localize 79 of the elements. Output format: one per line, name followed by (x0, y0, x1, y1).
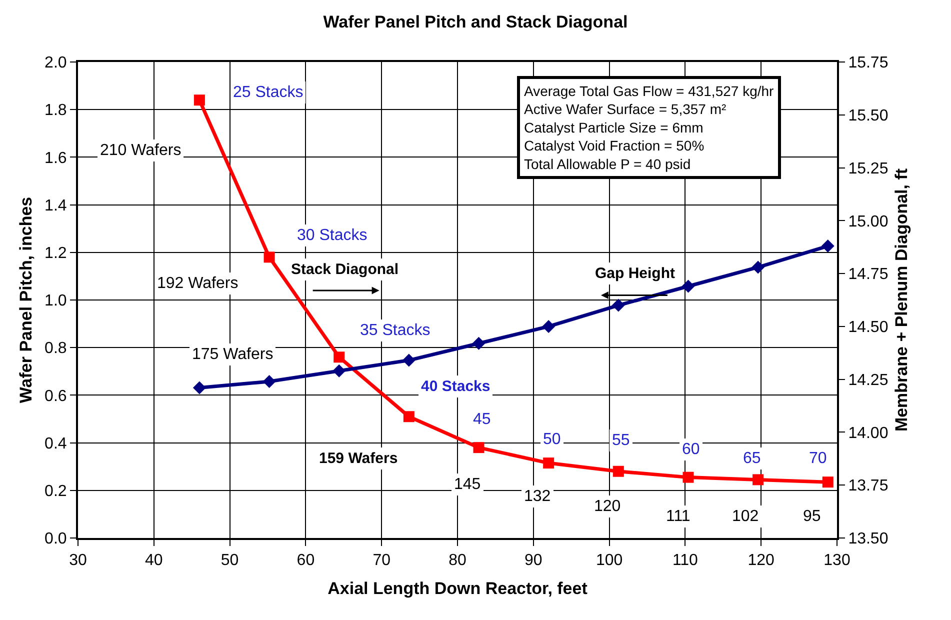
annotation: 50 (543, 431, 561, 448)
y2-tick-label: 14.50 (848, 319, 888, 336)
point (752, 260, 765, 274)
x-tick-label: 60 (296, 552, 315, 570)
annotation: 30 Stacks (297, 227, 368, 244)
point (403, 411, 414, 422)
y-tick-label: 0.0 (44, 530, 67, 548)
y-axis-title: Wafer Panel Pitch, inches (16, 196, 36, 404)
point (752, 474, 764, 486)
y2-tick-label: 15.50 (848, 107, 888, 124)
x-tick-label: 90 (524, 552, 542, 570)
y2-axis-title: Membrane + Plenum Diagonal, ft (892, 168, 912, 432)
annotation: 25 Stacks (233, 84, 304, 101)
y2-tick-label: 15.00 (848, 213, 888, 230)
point (332, 364, 346, 378)
x-tick-label: 100 (596, 552, 623, 570)
annotation: 159 Wafers (319, 450, 398, 467)
x-tick-label: 70 (372, 552, 391, 570)
x-tick-label: 120 (748, 552, 775, 570)
annotation: 60 (682, 441, 700, 458)
point (264, 252, 275, 263)
point (402, 354, 416, 367)
y2-tick-label: 15.25 (848, 160, 888, 178)
x-tick-label: 80 (448, 552, 466, 570)
x-tick-label: 40 (145, 552, 163, 570)
y-tick-label: 1.6 (44, 150, 67, 167)
point (821, 240, 834, 253)
y2-tick-label: 14.00 (848, 424, 888, 442)
point (472, 336, 486, 350)
y-tick-label: 2.0 (44, 54, 67, 72)
y-tick-label: 1.0 (44, 292, 67, 310)
y-tick-label: 0.6 (44, 388, 67, 405)
annotation: 102 (732, 508, 759, 525)
y-tick-label: 1.2 (44, 245, 67, 262)
annotation: Gap Height (595, 265, 676, 282)
y-tick-label: 1.4 (44, 197, 67, 214)
annotation: Average Total Gas Flow = 431,527 kg/hr Active Wafer Surface = 5,357 m² Catalyst Particle Size = 6mm Catalyst Void Fraction = 50% Total Allowable P = 40 psid (524, 83, 774, 172)
y2-tick-label: 14.75 (848, 266, 888, 284)
point (192, 381, 206, 394)
annotation: 40 Stacks (421, 378, 490, 395)
annotation: 145 (454, 476, 481, 493)
annotation: 192 Wafers (157, 275, 238, 292)
point (334, 352, 345, 363)
point (612, 466, 624, 477)
annotation: 111 (666, 508, 690, 525)
point (682, 280, 695, 293)
annotation: 210 Wafers (100, 142, 182, 159)
annotation: 45 (473, 411, 491, 428)
point (612, 298, 625, 312)
point (543, 458, 554, 469)
y-tick-label: 1.8 (44, 102, 67, 120)
annotation: 35 Stacks (360, 322, 430, 339)
annotation: 95 (803, 508, 821, 525)
x-tick-label: 50 (220, 552, 239, 570)
y-tick-label: 0.8 (44, 340, 67, 358)
point (262, 374, 276, 388)
x-tick-label: 30 (69, 552, 87, 570)
y-tick-label: 0.4 (44, 435, 67, 452)
y2-tick-label: 13.75 (848, 478, 888, 495)
point (822, 476, 834, 488)
point (542, 320, 556, 333)
chart-title: Wafer Panel Pitch and Stack Diagonal (323, 12, 628, 32)
x-tick-label: 130 (824, 552, 850, 570)
point (682, 472, 694, 483)
x-tick-label: 110 (672, 552, 698, 570)
annotation: 132 (524, 488, 551, 505)
annotation: 55 (612, 432, 630, 449)
point (194, 94, 205, 106)
point (473, 442, 484, 454)
annotation: Stack Diagonal (291, 261, 399, 278)
y-tick-label: 0.2 (44, 483, 67, 500)
y2-tick-label: 13.50 (848, 530, 888, 548)
y2-tick-label: 14.25 (848, 372, 888, 389)
annotation: 120 (594, 498, 621, 515)
annotation: 70 (809, 450, 827, 467)
y2-tick-label: 15.75 (848, 54, 888, 72)
x-axis-title: Axial Length Down Reactor, feet (328, 579, 588, 598)
annotation: 175 Wafers (192, 346, 274, 363)
annotation: 65 (743, 450, 761, 467)
